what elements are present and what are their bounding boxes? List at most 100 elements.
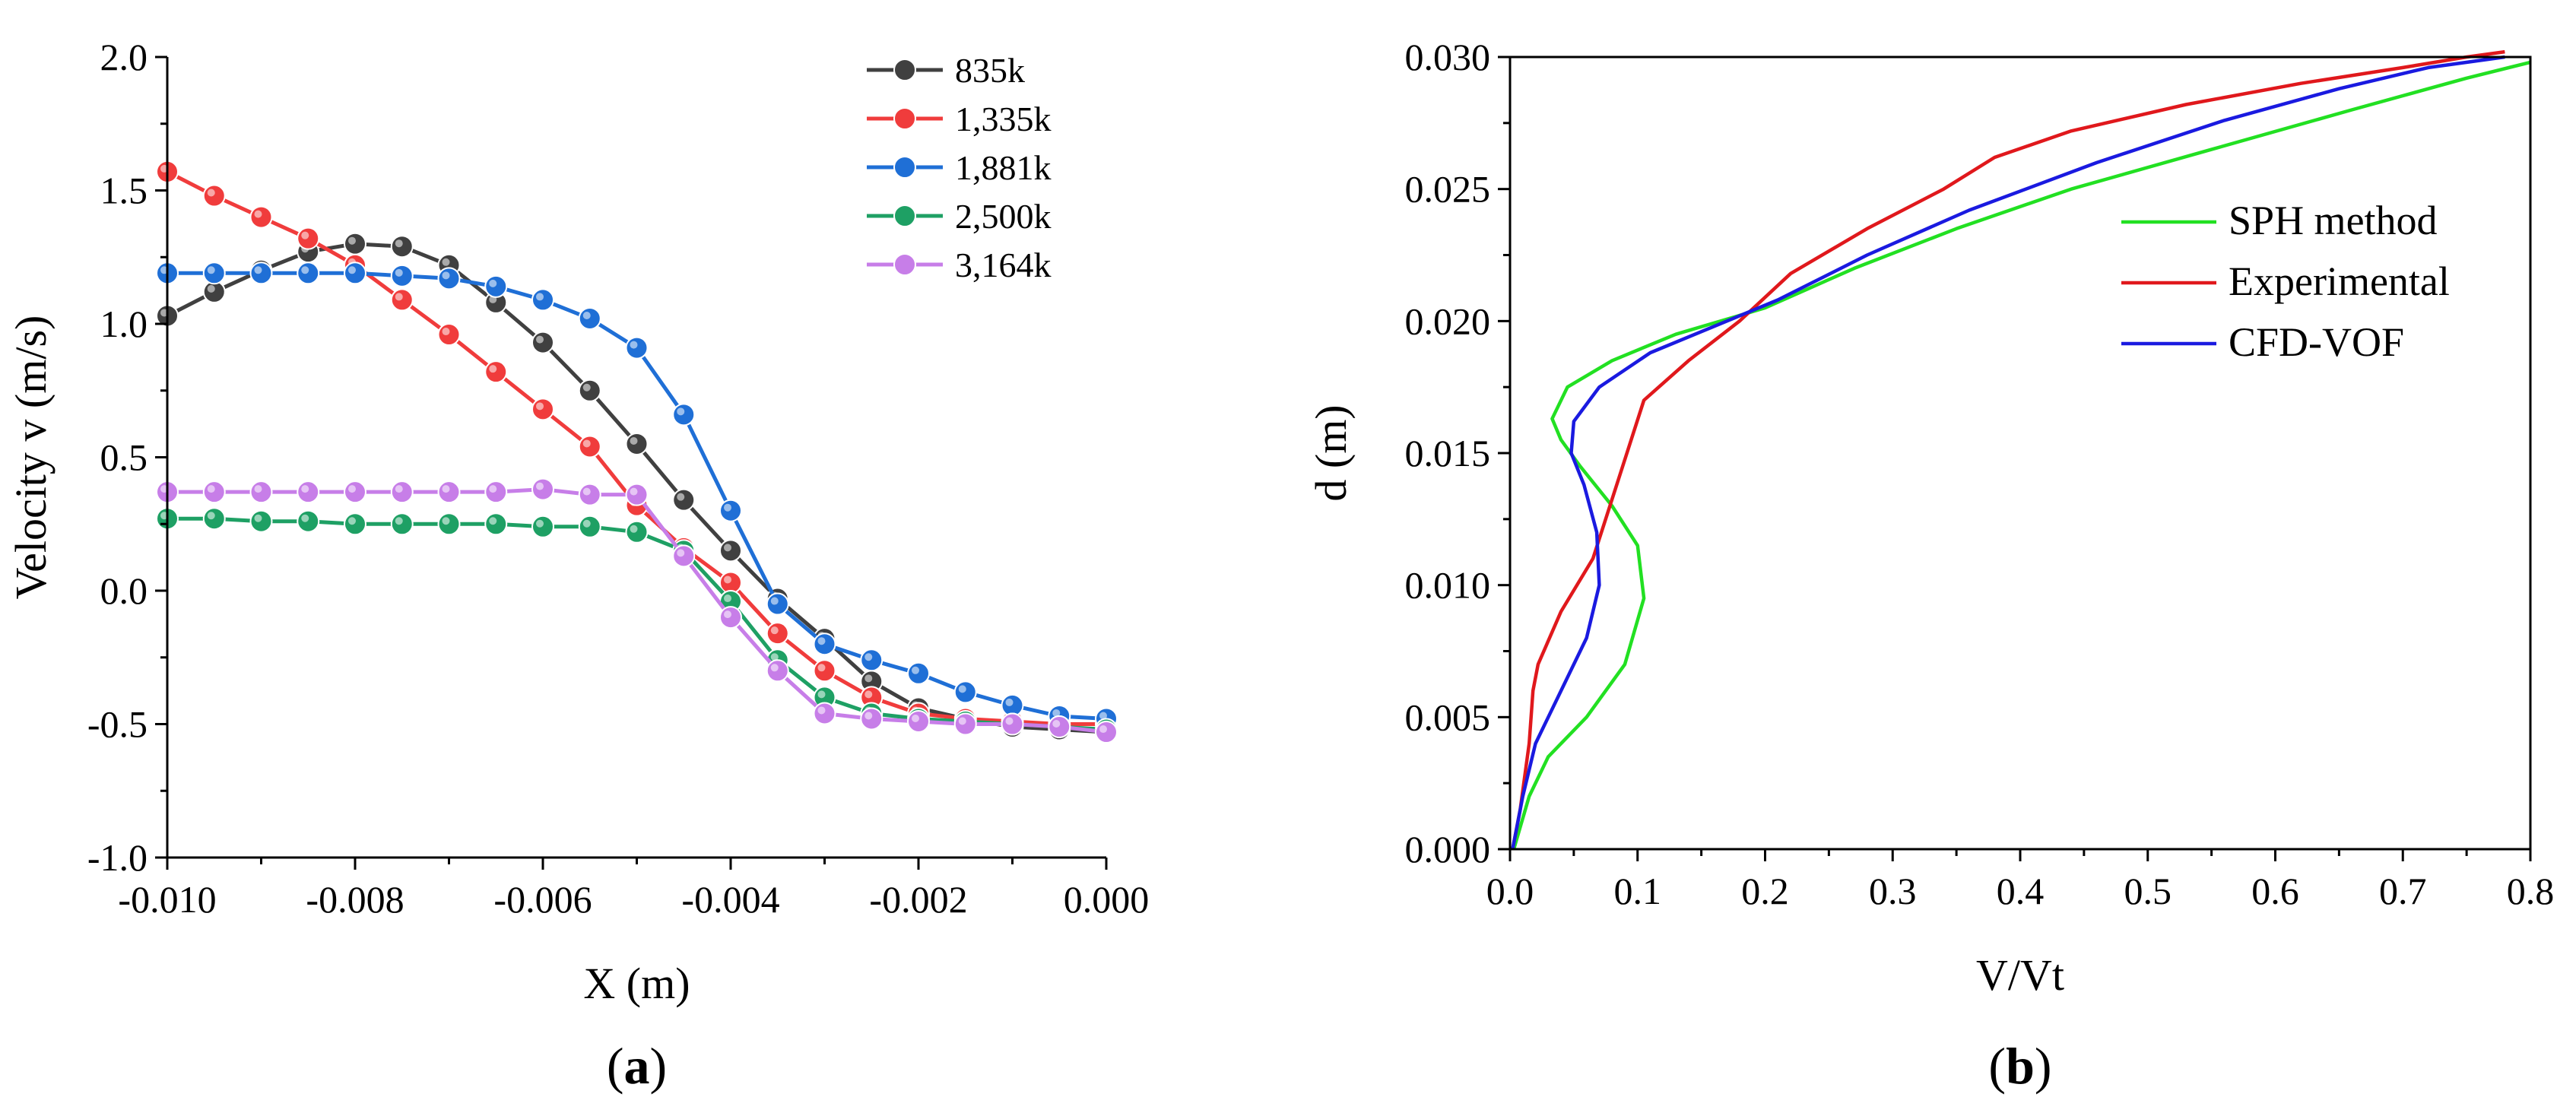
x-tick-label-a-4: -0.002 [869,878,967,921]
x-tick-label-a-1: -0.008 [306,878,404,921]
x-tick-label-b-4: 0.4 [1997,870,2045,912]
y-tick-label-b-1: 0.005 [1405,696,1491,738]
data-point-a-4-14 [813,702,836,725]
data-point-highlight-a-4-16 [912,714,919,722]
y-tick-label-a-4: 1.0 [100,303,148,345]
data-point-highlight-a-2-11 [677,407,685,416]
data-point-a-4-13 [766,659,789,683]
data-point-a-0-9 [578,379,601,402]
data-point-a-0-12 [719,539,742,563]
legend-marker-a-4 [893,253,916,276]
data-point-highlight-a-2-16 [912,666,919,674]
data-point-highlight-a-4-7 [489,485,497,493]
y-axis-title-b: d (m) [1306,404,1356,501]
data-point-highlight-a-1-14 [817,664,826,672]
x-tick-label-a-0: -0.010 [118,878,216,921]
data-point-highlight-a-4-15 [864,712,873,720]
data-point-highlight-a-2-3 [301,266,309,274]
data-point-highlight-a-3-13 [770,653,779,661]
chart-panel-b: 0.0 0.1 0.2 0.3 0.4 0.5 0.6 0.7 0.8 0.000 0.005 0.0… [1306,36,2554,1095]
data-point-a-4-20 [1095,721,1118,744]
data-point-highlight-a-0-1 [207,284,215,293]
data-point-a-1-2 [249,205,273,229]
y-tick-label-a-1: -0.5 [87,703,148,746]
data-point-highlight-a-2-7 [489,279,497,287]
data-point-a-4-10 [625,483,649,506]
data-point-highlight-a-3-3 [301,514,309,522]
caption-letter: a [624,1037,650,1095]
y-tick-label-b-5: 0.025 [1405,168,1491,211]
y-tick-label-b-3: 0.015 [1405,432,1491,474]
data-point-highlight-a-1-1 [207,189,215,197]
data-point-highlight-a-3-4 [348,517,356,525]
data-point-a-4-9 [578,483,601,506]
x-tick-label-b-3: 0.3 [1869,870,1917,912]
data-point-a-1-13 [766,622,789,645]
data-point-highlight-a-4-13 [770,664,779,672]
data-point-highlight-a-0-6 [442,258,450,266]
data-point-highlight-a-2-5 [395,268,403,277]
x-tick-label-a-5: 0.000 [1064,878,1150,921]
legend-marker-a-0 [893,59,916,81]
data-point-highlight-a-1-8 [536,402,544,411]
x-tick-label-a-3: -0.004 [681,878,779,921]
chart-panel-a: -0.010 -0.008 -0.006 -0.004 -0.002 0.000 -1.0 -… [6,36,1149,1095]
data-point-a-0-8 [531,331,554,354]
caption-close-paren: ) [650,1037,668,1095]
data-point-a-1-8 [531,398,554,421]
legend-label-a-4: 3,164k [955,246,1052,284]
data-point-a-1-1 [202,184,226,208]
data-point-highlight-a-0-11 [677,493,685,501]
data-point-a-3-3 [297,509,320,533]
y-tick-label-a-3: 0.5 [100,436,148,479]
data-point-a-4-18 [1001,712,1024,736]
data-point-a-0-4 [344,232,366,255]
data-point-highlight-a-4-11 [677,549,685,557]
y-tick-label-b-2: 0.010 [1405,564,1491,607]
x-axis-title-b: V/Vt [1976,950,2064,1000]
legend-b: SPH method Experimental CFD-VOF [2121,198,2450,365]
data-point-highlight-a-0-10 [630,436,638,445]
legend-marker-a-3 [893,204,916,227]
data-point-a-2-8 [531,288,554,312]
data-point-a-2-4 [344,262,366,285]
data-point-highlight-a-1-6 [442,328,450,336]
data-point-a-3-10 [625,520,649,544]
data-point-highlight-a-2-13 [770,597,779,605]
data-point-a-2-15 [860,648,884,672]
data-point-a-4-11 [672,544,696,568]
x-tick-label-b-5: 0.5 [2124,870,2172,912]
data-point-highlight-a-2-15 [864,653,873,661]
data-point-a-2-17 [953,680,977,704]
data-point-highlight-a-2-19 [1052,709,1061,717]
data-point-a-4-12 [719,606,742,629]
data-point-a-4-3 [297,480,320,504]
data-point-a-2-3 [297,262,320,285]
legend-label-b-1: Experimental [2229,258,2450,304]
data-point-a-4-4 [344,480,366,504]
series-line-b-2 [1511,55,2505,850]
caption-close-paren: ) [2035,1037,2052,1095]
data-point-a-1-9 [578,435,601,458]
data-point-highlight-a-2-10 [630,341,638,349]
y-tick-label-a-2: 0.0 [100,569,148,612]
data-point-highlight-a-1-12 [724,575,731,584]
data-point-highlight-a-1-15 [864,690,873,699]
data-point-highlight-a-3-2 [254,514,262,522]
data-point-a-3-7 [484,512,508,536]
y-tick-label-b-0: 0.000 [1405,828,1491,870]
data-point-a-1-6 [437,323,461,347]
data-point-highlight-a-2-18 [1005,698,1014,706]
series-line-b-1 [1511,49,2505,850]
x-tick-label-b-8: 0.8 [2507,870,2555,912]
data-point-highlight-a-1-7 [489,365,497,373]
data-point-a-2-1 [202,262,226,285]
data-point-a-4-15 [860,707,884,731]
panel-caption-b: (b) [1988,1037,2051,1095]
data-point-highlight-a-0-15 [864,674,873,683]
data-point-highlight-a-4-20 [1099,725,1107,734]
data-point-a-4-7 [484,480,508,504]
data-point-a-1-3 [297,227,320,250]
series-line-b-0 [1512,60,2531,850]
